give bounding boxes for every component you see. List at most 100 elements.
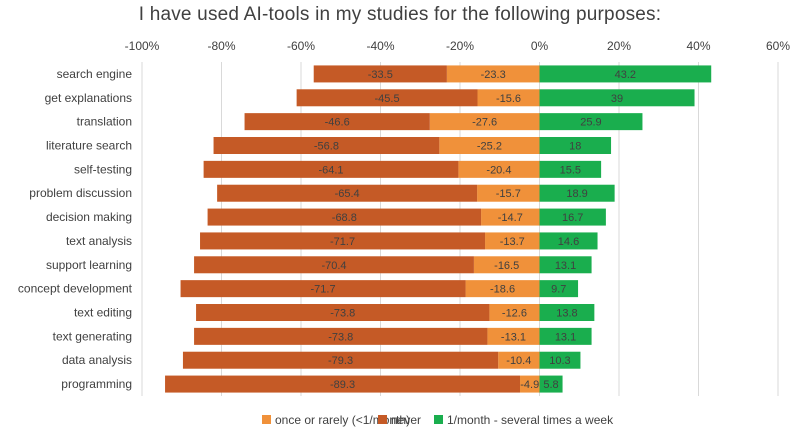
data-label-regular-use: 13.8	[556, 308, 577, 320]
data-label-once-or-rarely: -4.9	[520, 379, 539, 391]
bar-once-or-rarely	[477, 184, 540, 202]
bar-regular-use	[539, 208, 606, 226]
data-label-once-or-rarely: -12.6	[502, 308, 527, 320]
bar-regular-use	[539, 256, 592, 274]
bar-never	[313, 65, 447, 83]
bar-never	[165, 375, 521, 393]
data-label-regular-use: 16.7	[562, 212, 583, 224]
bar-regular-use	[539, 327, 592, 345]
data-label-once-or-rarely: -13.1	[501, 331, 526, 343]
data-label-never: -33.5	[368, 69, 393, 81]
category-label: decision making	[46, 210, 132, 224]
x-tick-label: 0%	[531, 39, 549, 53]
data-label-never: -79.3	[328, 355, 353, 367]
data-label-regular-use: 13.1	[555, 331, 576, 343]
x-tick-label: 40%	[686, 39, 710, 53]
legend-label: once or rarely (<1/month)	[275, 413, 410, 427]
category-label: support learning	[46, 258, 132, 272]
data-label-regular-use: 13.1	[555, 260, 576, 272]
category-label: problem discussion	[29, 186, 132, 200]
category-label: literature search	[46, 139, 132, 153]
data-label-once-or-rarely: -14.7	[498, 212, 523, 224]
bar-never	[182, 351, 499, 369]
category-labels: search engine get explanations translation…	[18, 67, 133, 391]
data-label-once-or-rarely: -13.7	[500, 236, 525, 248]
data-label-once-or-rarely: -23.3	[481, 69, 506, 81]
data-label-once-or-rarely: -25.2	[477, 141, 502, 153]
bar-once-or-rarely	[485, 232, 540, 250]
data-label-regular-use: 39	[611, 93, 623, 105]
gridlines	[141, 62, 779, 396]
bar-never	[200, 232, 486, 250]
data-label-regular-use: 18.9	[566, 188, 587, 200]
x-tick-label: 20%	[607, 39, 631, 53]
data-label-never: -71.7	[330, 236, 355, 248]
bar-regular-use	[539, 184, 615, 202]
data-label-never: -68.8	[332, 212, 357, 224]
category-label: programming	[61, 377, 132, 391]
data-label-regular-use: 43.2	[615, 69, 636, 81]
chart-title: I have used AI-tools in my studies for t…	[138, 4, 662, 25]
data-label-once-or-rarely: -16.5	[494, 260, 519, 272]
bar-once-or-rarely	[520, 375, 540, 393]
bar-regular-use	[539, 280, 579, 298]
bar-never	[244, 113, 430, 131]
x-tick-label: -80%	[207, 39, 235, 53]
data-label-regular-use: 15.5	[560, 164, 581, 176]
x-tick-label: 60%	[766, 39, 790, 53]
category-label: translation	[77, 115, 132, 129]
legend-swatch	[378, 415, 387, 424]
bar-regular-use	[539, 375, 563, 393]
bar-never	[196, 304, 490, 321]
category-label: self-testing	[74, 162, 132, 176]
data-label-once-or-rarely: -18.6	[490, 284, 515, 296]
bar-regular-use	[539, 113, 643, 131]
data-label-once-or-rarely: -27.6	[472, 117, 497, 129]
category-label: text generating	[53, 329, 132, 343]
data-label-never: -89.3	[330, 379, 355, 391]
data-labels: -23.3 -33.5 43.2 -15.6 -45.5 39 -27.6 -46.6 25.9…	[311, 69, 637, 391]
bar-regular-use	[539, 65, 712, 83]
x-axis-tick-labels: -100% -80% -60% -40% -20% 0% 20% 40% 60%	[125, 39, 791, 53]
legend-swatch	[262, 415, 271, 424]
bar-regular-use	[539, 232, 598, 250]
bar-once-or-rarely	[489, 304, 540, 321]
bar-never	[194, 256, 474, 274]
bar-never	[203, 160, 459, 178]
bar-never	[296, 89, 478, 107]
bar-once-or-rarely	[446, 65, 540, 83]
bar-regular-use	[539, 160, 602, 178]
data-label-never: -46.6	[325, 117, 350, 129]
bar-never	[213, 137, 440, 154]
data-label-regular-use: 10.3	[549, 355, 570, 367]
category-label: get explanations	[45, 91, 132, 105]
bar-once-or-rarely	[465, 280, 540, 298]
data-label-once-or-rarely: -10.4	[506, 355, 531, 367]
data-label-never: -71.7	[311, 284, 336, 296]
bar-never	[194, 327, 488, 345]
bar-never	[180, 280, 466, 298]
data-label-regular-use: 14.6	[558, 236, 579, 248]
bar-never	[207, 208, 482, 226]
bar-once-or-rarely	[439, 137, 540, 154]
bar-once-or-rarely	[458, 160, 540, 178]
bar-once-or-rarely	[477, 89, 540, 107]
bar-regular-use	[539, 89, 695, 107]
data-label-regular-use: 5.8	[543, 379, 558, 391]
data-label-regular-use: 18	[569, 141, 581, 153]
category-label: text analysis	[66, 234, 132, 248]
data-label-once-or-rarely: -15.7	[496, 188, 521, 200]
data-label-regular-use: 9.7	[551, 284, 566, 296]
x-tick-label: -20%	[446, 39, 474, 53]
data-label-once-or-rarely: -15.6	[496, 93, 521, 105]
data-label-never: -70.4	[321, 260, 346, 272]
category-label: concept development	[18, 282, 133, 296]
bar-once-or-rarely	[481, 208, 540, 226]
legend: once or rarely (<1/month)never 1/month - …	[262, 413, 614, 427]
category-label: text editing	[74, 306, 132, 320]
bars	[165, 65, 712, 393]
bar-once-or-rarely	[429, 113, 540, 131]
x-tick-label: -40%	[366, 39, 394, 53]
bar-regular-use	[539, 137, 612, 154]
